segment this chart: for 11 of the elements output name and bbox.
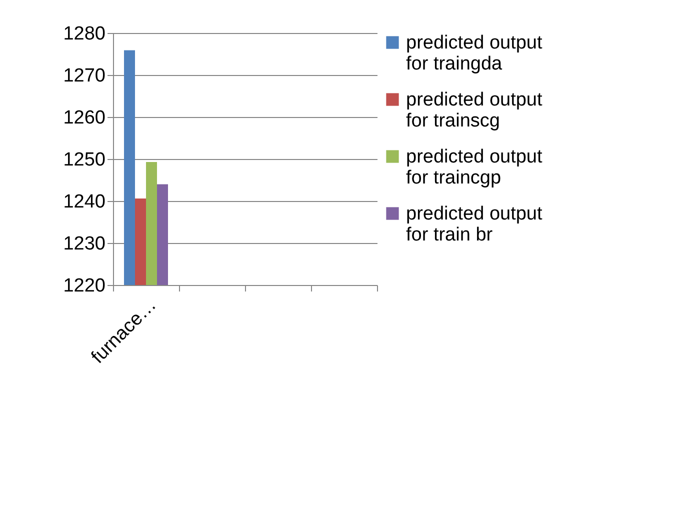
- y-tick-label: 1280: [63, 24, 106, 44]
- y-tick-label: 1220: [63, 276, 106, 296]
- legend-label: predicted output for traincgp: [406, 146, 543, 188]
- legend-label: predicted output for train br: [406, 204, 543, 246]
- y-tick-label: 1270: [63, 66, 106, 86]
- y-tick-label: 1250: [63, 150, 106, 170]
- y-tick-label: 1240: [63, 192, 106, 212]
- y-tick-label: 1230: [63, 234, 106, 254]
- legend-label: predicted output for traingda: [406, 32, 543, 74]
- legend-label: predicted output for trainscg: [406, 90, 543, 132]
- y-tick-label: 1260: [63, 108, 106, 128]
